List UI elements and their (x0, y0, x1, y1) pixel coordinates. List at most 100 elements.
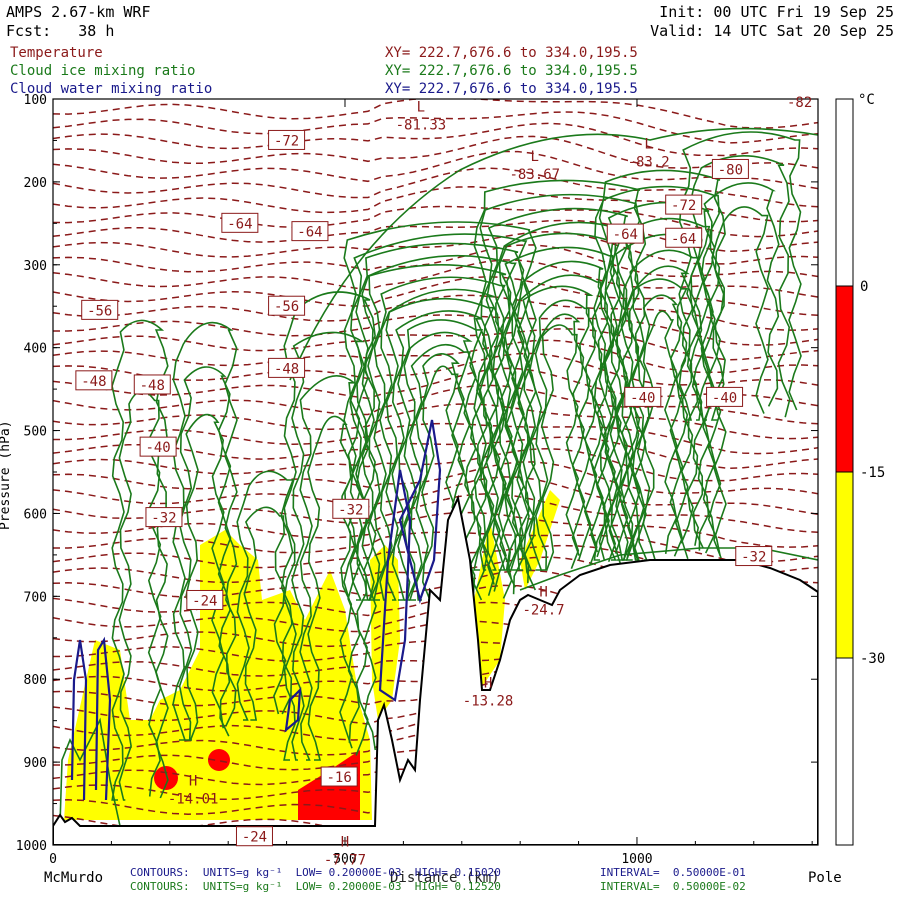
temperature-label-text: -40 (630, 390, 655, 406)
right-endpoint: Pole (808, 870, 842, 886)
water-contour-left-1 (70, 639, 88, 801)
field-cloud-water: Cloud water mixing ratio (10, 81, 213, 97)
water-contour-center-2 (398, 419, 442, 604)
temperature-label: -56 (81, 299, 119, 320)
y-tick-label: 300 (24, 259, 47, 274)
field-temperature: Temperature (10, 45, 103, 61)
model-title: AMPS 2.67-km WRF (6, 3, 151, 21)
ice-contour (710, 206, 769, 421)
terrain (53, 494, 818, 845)
water-contour-left-3 (284, 687, 302, 733)
temperature-label: -24 (186, 589, 224, 610)
x-axis: 0 500 1000 (49, 99, 813, 867)
ice-contour (631, 278, 689, 561)
temperature-label-box (332, 498, 370, 519)
temperature-label-text: -24 (192, 593, 217, 609)
ice-contour (636, 294, 684, 561)
ice-contour (403, 331, 477, 601)
temperature-label: -64 (291, 221, 329, 242)
temperature-label: -56 (268, 295, 306, 316)
ice-contour (111, 319, 169, 801)
extremum-L: L -83.67 (509, 149, 560, 183)
temperature-label-text: -32 (741, 550, 766, 566)
ice-contour (367, 264, 513, 601)
y-axis: 100 200 300 400 500 600 700 800 900 1000 (16, 93, 818, 854)
temperature-label-text: -16 (326, 770, 351, 786)
temperature-label-box (706, 386, 744, 407)
temperature-label: -64 (665, 227, 703, 248)
temperature-contour (53, 422, 818, 455)
ice-contour (299, 375, 361, 761)
ice-contour (516, 274, 604, 571)
y-tick-label: 200 (24, 176, 47, 191)
temperature-label-text: -48 (274, 361, 299, 377)
water-contour-info: CONTOURS: UNITS=g kg⁻¹ LOW= 0.20000E-03 … (130, 866, 501, 879)
xy-cloud-ice: XY= 222.7,676.6 to 334.0,195.5 (385, 63, 638, 79)
extremum-type: L (417, 99, 425, 115)
temperature-label: -32 (145, 507, 183, 528)
ice-contour (421, 365, 459, 601)
ice-contour (355, 242, 525, 601)
temperature-label-box (268, 295, 306, 316)
temperature-label-text: -56 (87, 303, 112, 319)
ice-contour (534, 313, 586, 571)
xy-cloud-water: XY= 222.7,676.6 to 334.0,195.5 (385, 81, 638, 97)
temperature-contour (53, 556, 818, 590)
temperature-label-box (268, 357, 306, 378)
temperature-label-text: -72 (274, 133, 299, 149)
x-tick-label: 0 (49, 852, 57, 867)
temperature-label: -32 (332, 498, 370, 519)
temperature-label: -40 (706, 386, 744, 407)
ice-contour (397, 319, 484, 601)
extremum-type: L (644, 137, 652, 153)
temperature-contour (53, 403, 818, 440)
colorbar-unit: °C (858, 92, 875, 108)
temperature-label-box (145, 507, 183, 528)
temperature-label: -64 (221, 212, 259, 233)
x-tick-label: 500 (333, 852, 356, 867)
temperature-label-box (624, 386, 662, 407)
temperature-label-text: -64 (297, 225, 322, 241)
temperature-contour (53, 186, 818, 223)
ice-contour (504, 246, 617, 571)
colorbar-red-band (835, 285, 854, 473)
temperature-contour (53, 352, 818, 386)
yellow-shade-mid (370, 545, 400, 720)
extremum-type: H (341, 835, 349, 851)
temperature-label-box (235, 826, 273, 847)
yellow-shade-right (520, 490, 560, 590)
ice-contour (373, 276, 507, 601)
ice-contour (522, 285, 598, 571)
y-tick-label: 900 (24, 756, 47, 771)
y-tick-label: 800 (24, 673, 47, 688)
y-axis-label: Pressure (hPa) (0, 420, 13, 530)
temperature-label-box (320, 766, 358, 787)
extremum-value: -81.33 (396, 117, 447, 133)
ice-contour (700, 182, 780, 421)
temperature-label-text: -80 (718, 162, 743, 178)
ice-contour-lowlevel (59, 717, 121, 827)
ice-contour (620, 249, 700, 561)
temperature-labels: -72 -80 -72 -64 -64 -64 -64 -56 -56 -48 -48 -48 -40 -… (75, 129, 773, 847)
temperature-contour (53, 150, 818, 190)
temperature-label: -48 (268, 357, 306, 378)
ice-contour (291, 331, 369, 761)
temperature-label-text: -32 (151, 511, 176, 527)
colorbar: °C 0 -15 -30 (835, 92, 885, 846)
extremum-H: H -7.77 (324, 835, 366, 869)
y-tick-label: 400 (24, 342, 47, 357)
init-time: Init: 00 UTC Fri 19 Sep 25 (659, 3, 894, 21)
temperature-contour (53, 493, 818, 534)
left-endpoint: McMurdo (44, 870, 104, 886)
temperature-label: -40 (624, 386, 662, 407)
ice-contour (343, 221, 537, 601)
temperature-contour (53, 167, 818, 208)
field-cloud-ice: Cloud ice mixing ratio (10, 63, 196, 79)
y-tick-label: 500 (24, 425, 47, 440)
temperature-contour (53, 294, 818, 331)
temperature-label-box (81, 299, 119, 320)
temperature-label-box (186, 589, 224, 610)
red-shade-blob-1 (154, 766, 178, 790)
temperature-label-text: -64 (613, 227, 638, 243)
